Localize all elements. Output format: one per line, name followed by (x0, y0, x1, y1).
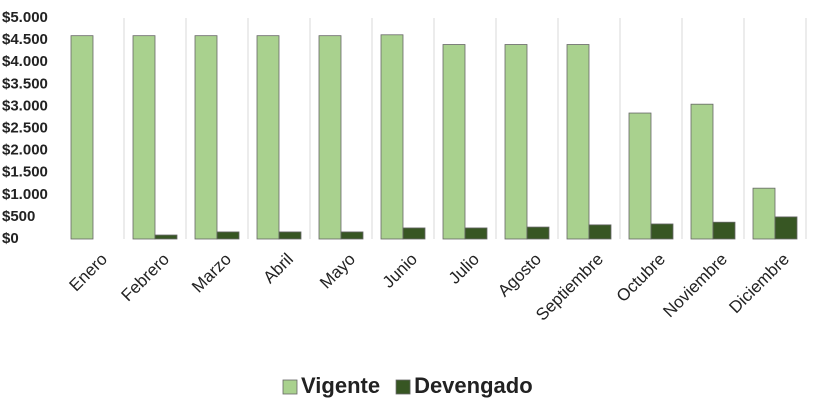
bar (318, 35, 342, 240)
y-tick-label: $1.500 (2, 164, 48, 181)
x-tick-label: Marzo (188, 250, 235, 297)
legend-label: Devengado (414, 373, 533, 398)
bar (628, 112, 652, 240)
bar (70, 35, 94, 240)
x-tick-label: Mayo (316, 250, 359, 293)
x-tick-label: Abril (260, 250, 297, 287)
bar (690, 103, 714, 240)
bar (752, 187, 776, 240)
bar (132, 35, 156, 240)
y-tick-label: $500 (2, 208, 35, 225)
bar (712, 221, 736, 240)
y-tick-label: $2.500 (2, 119, 48, 136)
bar (380, 34, 404, 240)
bar (504, 44, 528, 240)
x-tick-label: Enero (65, 250, 111, 296)
x-tick-label: Junio (379, 250, 421, 292)
x-tick-label: Diciembre (725, 250, 793, 318)
bar (194, 35, 218, 240)
bar (442, 44, 466, 240)
y-tick-label: $1.000 (2, 186, 48, 203)
x-tick-label: Febrero (117, 250, 173, 306)
bar (256, 35, 280, 240)
y-tick-label: $4.500 (2, 31, 48, 48)
bar (278, 231, 302, 240)
legend-swatch (395, 379, 411, 395)
x-tick-label: Septiembre (532, 250, 607, 325)
y-tick-label: $0 (2, 230, 19, 247)
bar (464, 227, 488, 240)
y-tick-label: $3.500 (2, 75, 48, 92)
bar (774, 216, 798, 240)
legend-swatch (282, 379, 298, 395)
bar (154, 234, 178, 240)
y-tick-label: $4.000 (2, 53, 48, 70)
bar (588, 224, 612, 240)
x-tick-label: Julio (445, 250, 483, 288)
legend-label: Vigente (301, 373, 380, 398)
y-tick-label: $2.000 (2, 142, 48, 159)
bar (340, 231, 364, 240)
bar (216, 231, 240, 240)
x-tick-label: Noviembre (659, 250, 731, 322)
x-tick-label: Agosto (494, 250, 545, 301)
bar (526, 226, 550, 240)
y-tick-label: $3.000 (2, 97, 48, 114)
x-tick-label: Octubre (613, 250, 669, 306)
bar (650, 223, 674, 240)
y-tick-label: $5.000 (2, 9, 48, 26)
bar (566, 44, 590, 240)
bar (402, 227, 426, 240)
